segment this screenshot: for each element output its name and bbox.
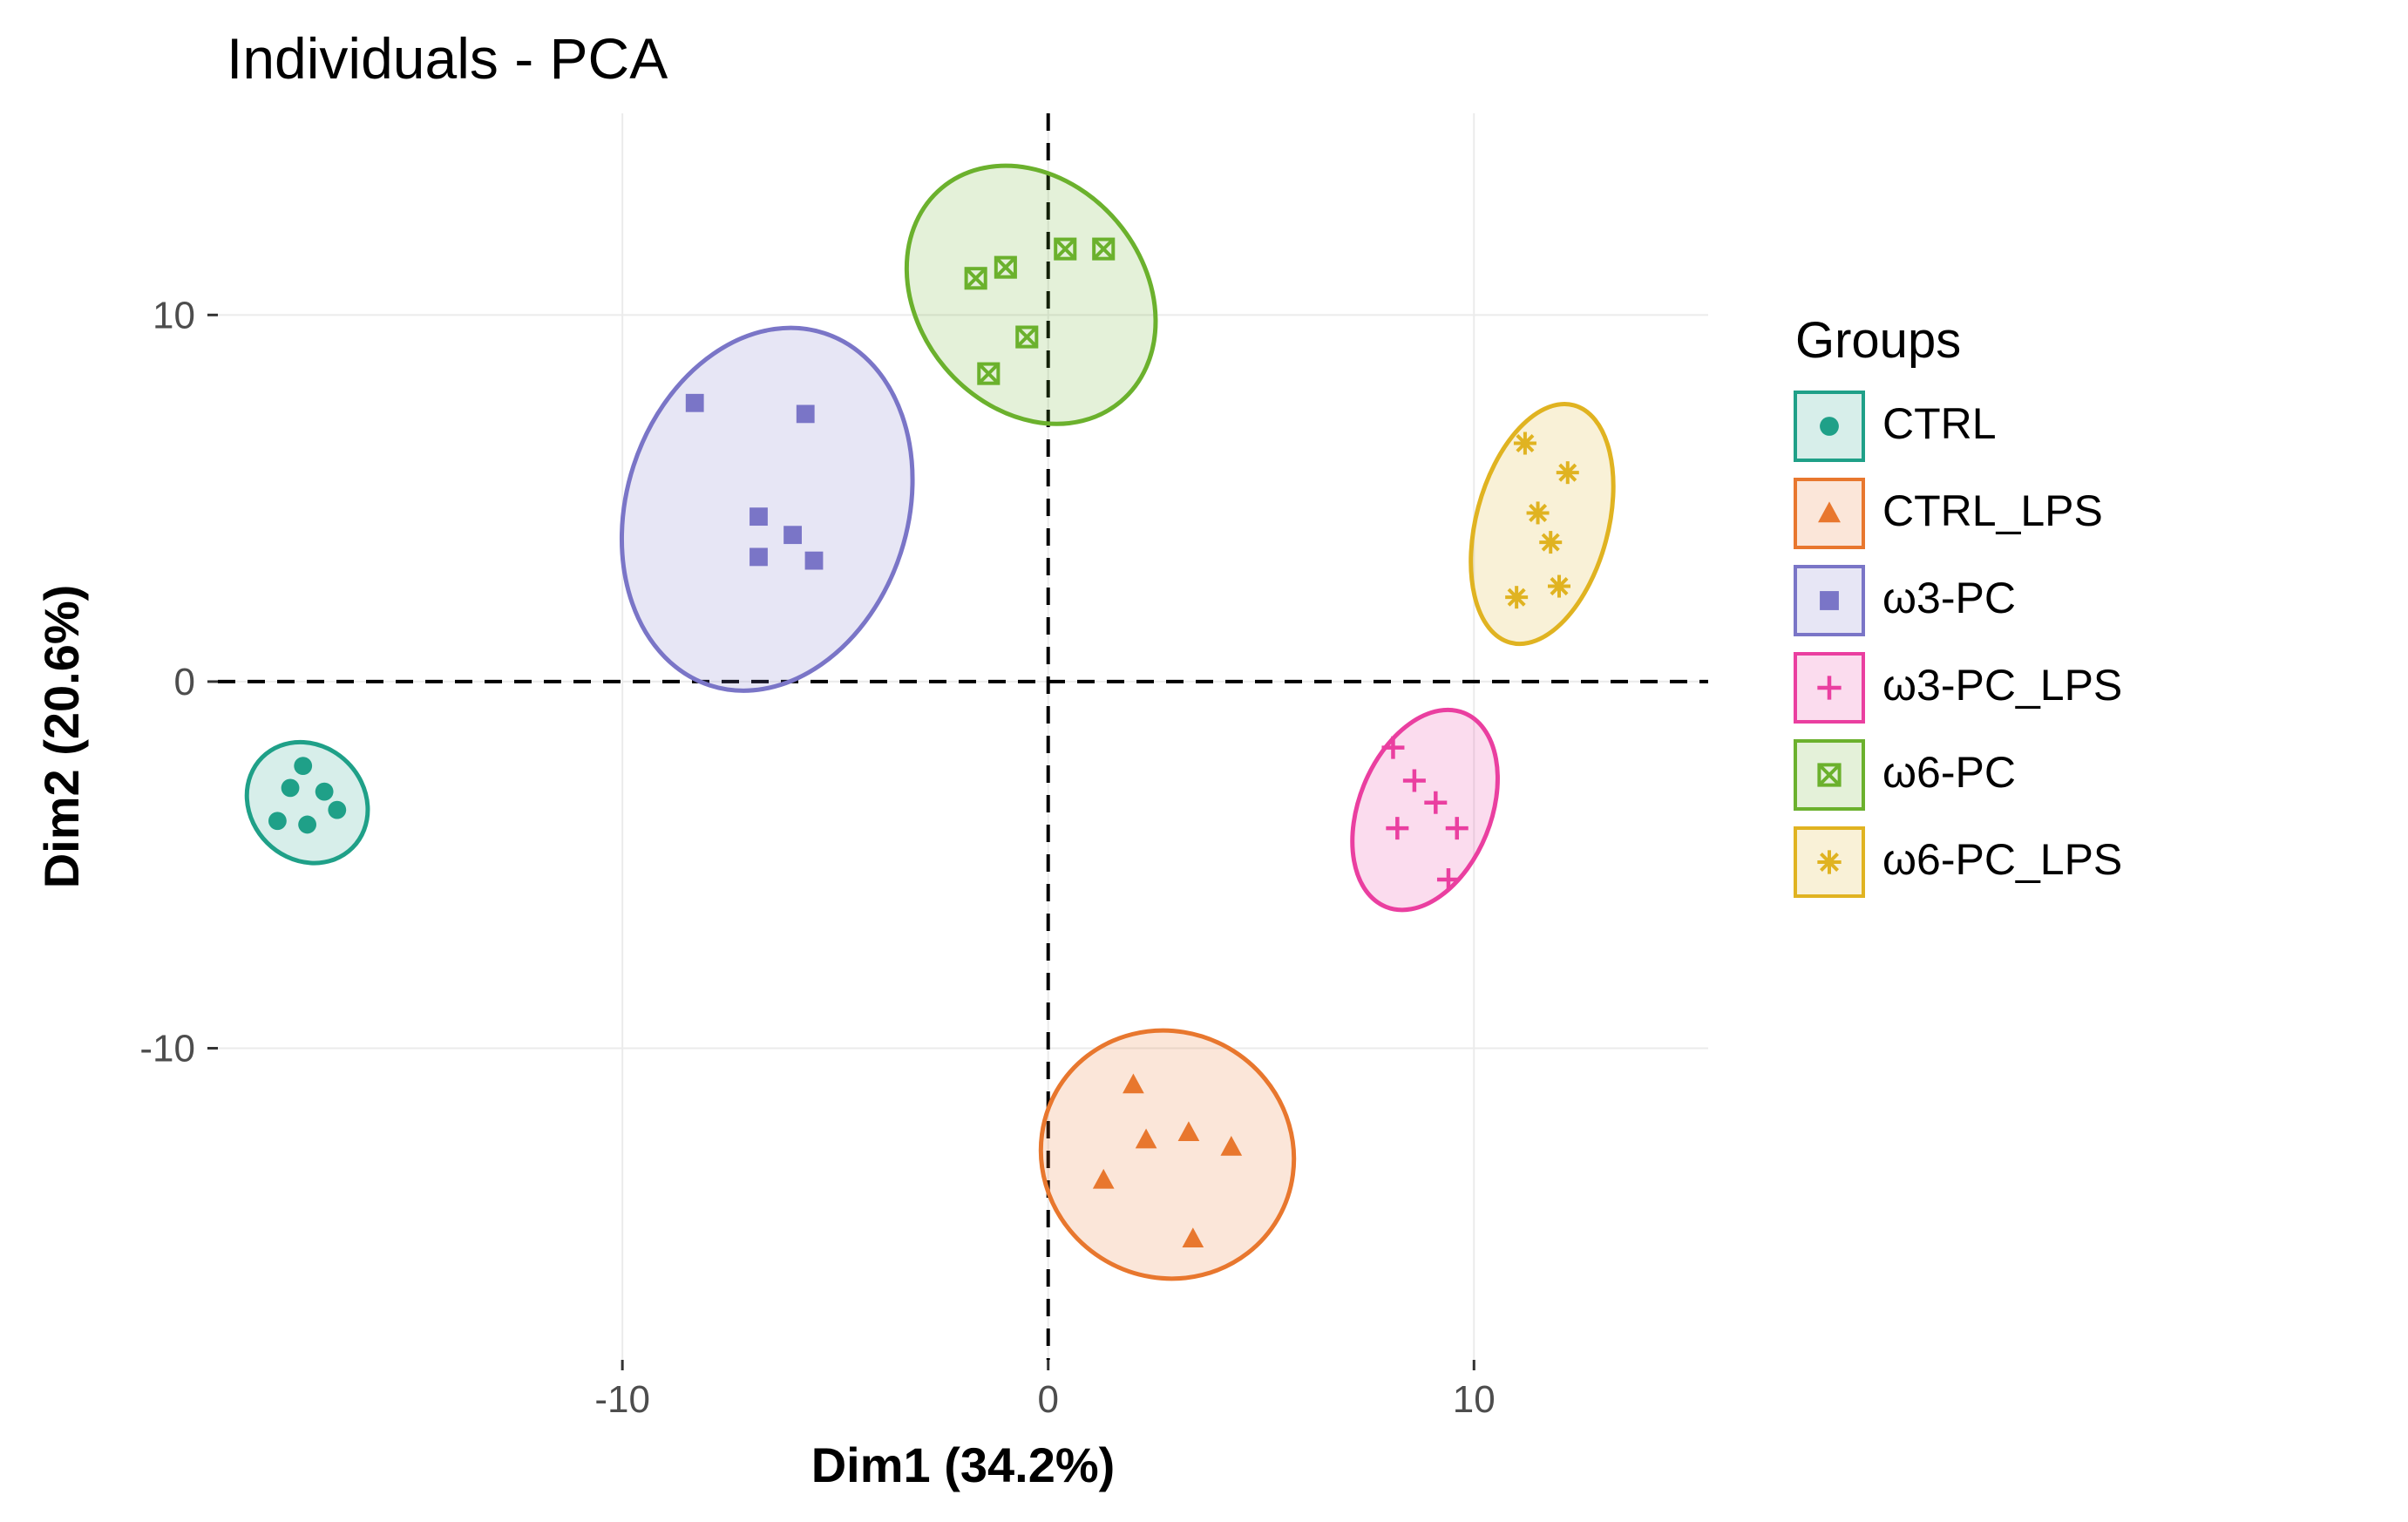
y-tick-label: 0: [174, 661, 195, 703]
x-tick-label: -10: [594, 1378, 650, 1421]
marker-circle: [298, 816, 316, 834]
legend-label: CTRL: [1882, 399, 1997, 448]
marker-circle: [268, 812, 287, 830]
x-tick-label: 10: [1453, 1378, 1496, 1421]
y-axis-title: Dim2 (20.6%): [34, 585, 89, 889]
marker-circle: [315, 783, 334, 801]
marker-square: [750, 548, 768, 567]
marker-circle: [1820, 417, 1839, 436]
legend-label: ω3-PC_LPS: [1882, 661, 2122, 710]
legend-title: Groups: [1795, 312, 1961, 369]
legend-label: ω6-PC: [1882, 748, 2016, 797]
marker-square: [783, 526, 802, 544]
marker-square: [1820, 591, 1839, 610]
legend-swatch-marker: [1817, 850, 1841, 873]
marker-circle: [328, 801, 346, 819]
marker-circle: [281, 778, 300, 797]
pca-chart-svg: -10 0 10 -10 0 10 Dim1 (34.2%) Dim2 (20.6%) Indi…: [0, 0, 2408, 1522]
x-axis-title: Dim1 (34.2%): [811, 1437, 1116, 1492]
marker-square: [805, 552, 824, 570]
marker-square: [797, 404, 815, 423]
legend-label: ω6-PC_LPS: [1882, 835, 2122, 884]
y-tick-label: 10: [153, 294, 195, 336]
legend-label: ω3-PC: [1882, 574, 2016, 622]
marker-square: [750, 507, 768, 526]
y-tick-label: -10: [139, 1028, 195, 1070]
pca-chart-container: -10 0 10 -10 0 10 Dim1 (34.2%) Dim2 (20.6%) Indi…: [0, 0, 2408, 1522]
chart-title: Individuals - PCA: [227, 26, 668, 91]
marker-square: [686, 394, 704, 412]
legend-swatch-marker: [1820, 591, 1839, 610]
legend-label: CTRL_LPS: [1882, 486, 2103, 535]
x-tick-label: 0: [1037, 1378, 1058, 1421]
marker-circle: [294, 757, 312, 775]
legend: Groups CTRL CTRL_LPS ω3-PC ω3-PC_LPS ω6-PC ω6-…: [1795, 312, 2122, 896]
legend-swatch-marker: [1820, 417, 1839, 436]
